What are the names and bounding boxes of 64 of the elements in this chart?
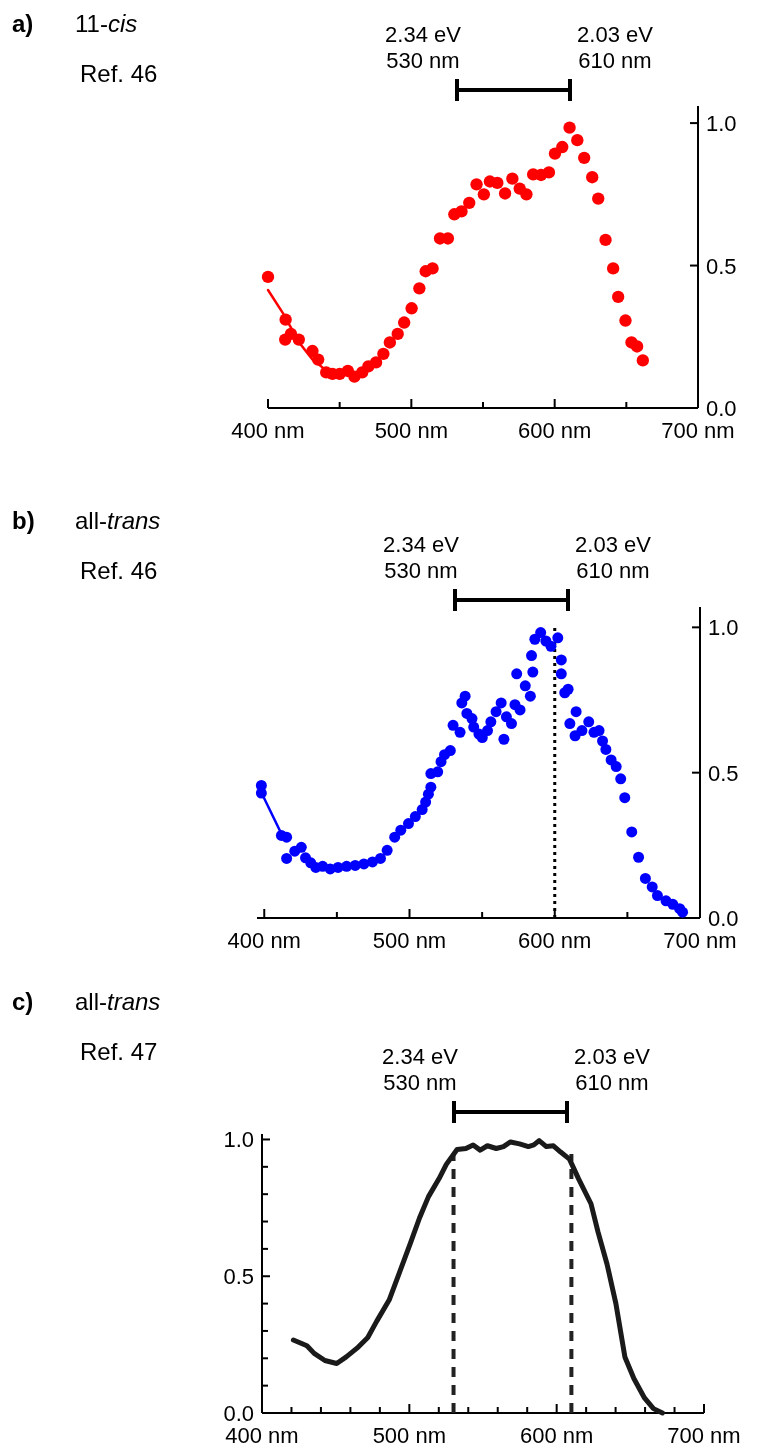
x-tick-label: 400 nm [225,1423,299,1448]
point [441,232,455,245]
point [520,188,533,201]
point [599,233,612,247]
y-tick-label: 0.5 [708,760,739,786]
point [377,347,390,361]
point [636,354,649,367]
x-tick-label: 700 nm [661,418,735,443]
text: 2.34 eV 530 nm [385,22,462,73]
point [578,151,591,165]
point [571,134,584,147]
chart-title: b) all-trans [12,507,161,534]
point [586,171,599,184]
point [563,121,576,134]
chart-title: a) 11-cis [12,10,138,37]
point [261,270,275,284]
text: 2.34 eV 530 nm [383,532,460,583]
text: 2.03 eV 610 nm [577,22,654,73]
text: Ref. 46 [80,60,158,87]
text: 2.34 eV 530 nm [382,1044,459,1095]
point [542,166,556,179]
point [491,176,504,190]
text: Ref. 46 [80,557,158,584]
x-tick-label: 500 nm [372,928,447,953]
y-tick-label: 1.0 [708,615,739,641]
x-tick-label: 600 nm [518,928,592,953]
point [405,302,418,315]
x-tick-label: 600 nm [519,1423,594,1448]
point [606,262,620,275]
point [619,314,632,327]
x-tick-label: 500 nm [374,418,449,443]
text: Ref. 47 [80,1038,158,1065]
point [592,192,605,205]
y-tick-label: 0.0 [708,906,739,931]
point [463,196,476,210]
point [611,290,625,304]
y-tick-label: 0.5 [706,253,737,279]
point [426,262,439,275]
point [556,140,569,154]
y-tick-label: 1.0 [223,1127,254,1153]
x-tick-label: 700 nm [663,928,737,953]
point [383,336,397,349]
point [470,178,483,191]
text: 2.03 eV 610 nm [575,532,652,583]
y-tick-label: 0.0 [223,1401,254,1426]
x-tick-label: 700 nm [667,1423,741,1448]
point [455,205,468,218]
x-tick-label: 500 nm [372,1423,447,1448]
point [391,327,404,341]
point [630,340,644,353]
y-tick-label: 0.5 [223,1264,254,1290]
point [413,282,426,295]
point [397,316,411,329]
point [477,188,491,201]
text: 2.03 eV 610 nm [574,1044,651,1095]
x-tick-label: 400 nm [227,928,301,953]
x-tick-label: 600 nm [517,418,592,443]
chart-title: c) all-trans [12,988,161,1015]
point [498,187,512,200]
x-tick-label: 400 nm [231,418,305,443]
y-tick-label: 0.0 [706,396,737,421]
y-tick-label: 1.0 [706,111,737,137]
point [506,172,519,185]
point [369,356,383,369]
